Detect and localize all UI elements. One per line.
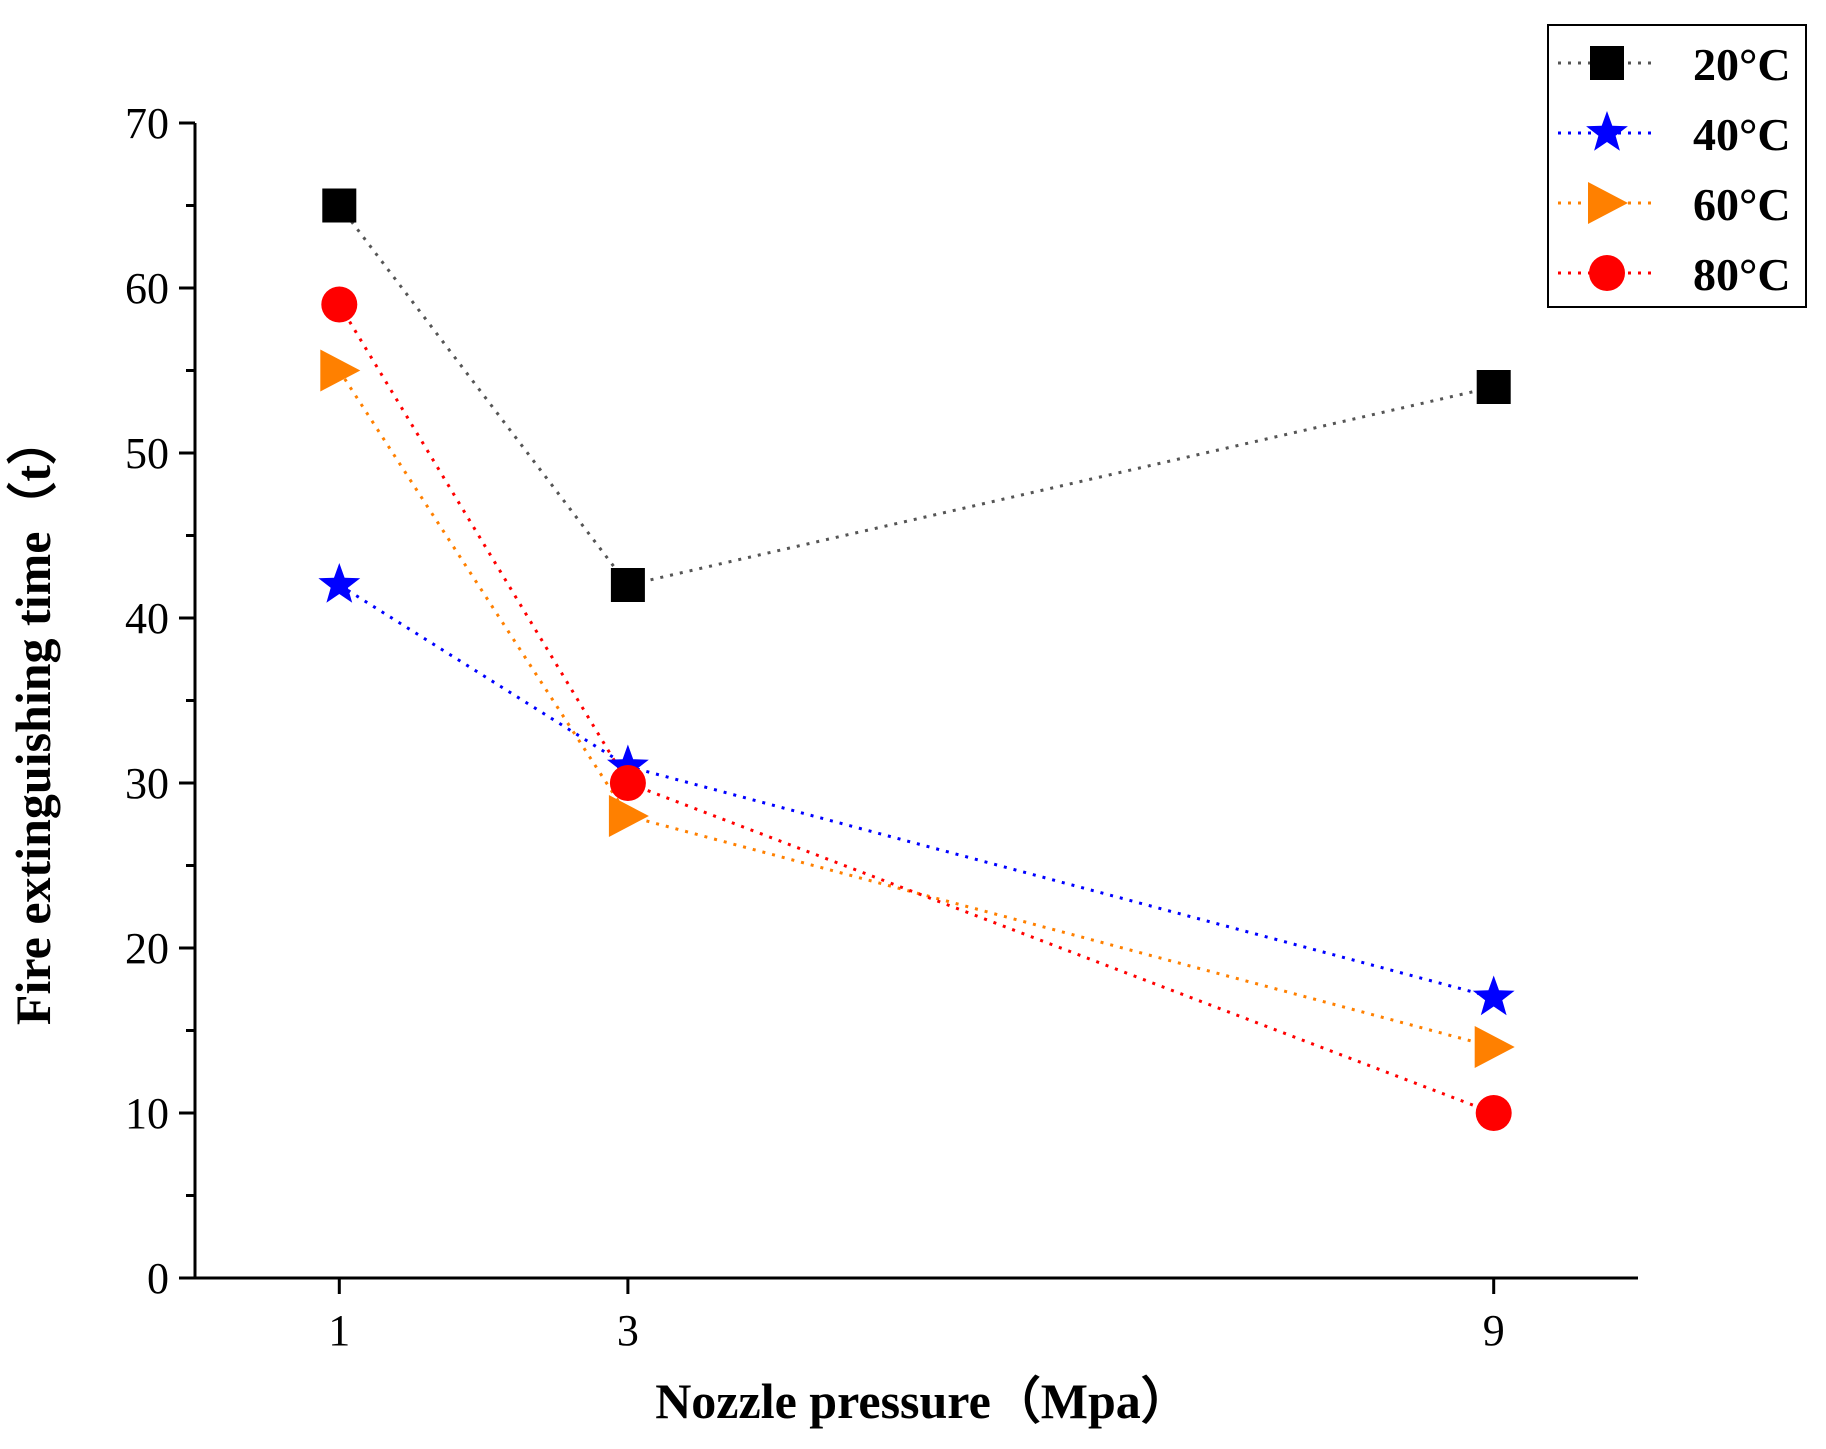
legend-marker [1590, 46, 1624, 80]
y-tick-label: 70 [125, 99, 169, 148]
data-point [609, 765, 646, 801]
legend-label: 20°C [1693, 39, 1791, 90]
data-point [321, 286, 358, 323]
x-tick-label: 3 [617, 1306, 639, 1355]
legend-label: 60°C [1693, 179, 1791, 230]
axes: 0 10 20 30 40 50 60 70 1 3 9 [125, 99, 1638, 1355]
y-tick-label: 20 [125, 924, 169, 973]
series-line-80°C [338, 303, 1495, 1115]
axis-labels: Nozzle pressure（Mpa） Fire extinguishing … [5, 415, 1191, 1429]
x-axis-title: Nozzle pressure（Mpa） [655, 1373, 1191, 1429]
y-tick-label: 0 [147, 1254, 169, 1303]
y-tick-label: 10 [125, 1089, 169, 1138]
data-point [1475, 1095, 1512, 1131]
x-tick-label: 1 [328, 1306, 350, 1355]
data-point [1472, 975, 1515, 1016]
legend-marker [1589, 255, 1625, 291]
y-tick-label: 60 [125, 264, 169, 313]
legend: 20°C 40°C 60°C 80°C [1547, 24, 1807, 308]
series-lines [338, 204, 1495, 1115]
legend-label: 40°C [1693, 109, 1791, 160]
y-axis-title: Fire extinguishing time（t） [5, 415, 61, 1025]
data-point [318, 563, 361, 603]
y-tick-label: 50 [125, 429, 169, 478]
data-point [608, 795, 649, 837]
legend-marker [1588, 182, 1628, 224]
data-point [322, 188, 357, 223]
series-line-40°C [338, 583, 1495, 999]
y-tick-label: 40 [125, 594, 169, 643]
legend-label: 80°C [1693, 249, 1791, 300]
data-point [320, 349, 361, 392]
data-point [1474, 1026, 1515, 1068]
series-line-60°C [338, 369, 1495, 1049]
data-point [607, 744, 649, 785]
data-point [610, 568, 645, 602]
series-markers [318, 188, 1515, 1131]
y-tick-label: 30 [125, 759, 169, 808]
legend-marker [1586, 111, 1628, 151]
x-tick-label: 9 [1483, 1306, 1505, 1355]
series-line-20°C [338, 204, 1495, 587]
data-point [1476, 370, 1511, 404]
